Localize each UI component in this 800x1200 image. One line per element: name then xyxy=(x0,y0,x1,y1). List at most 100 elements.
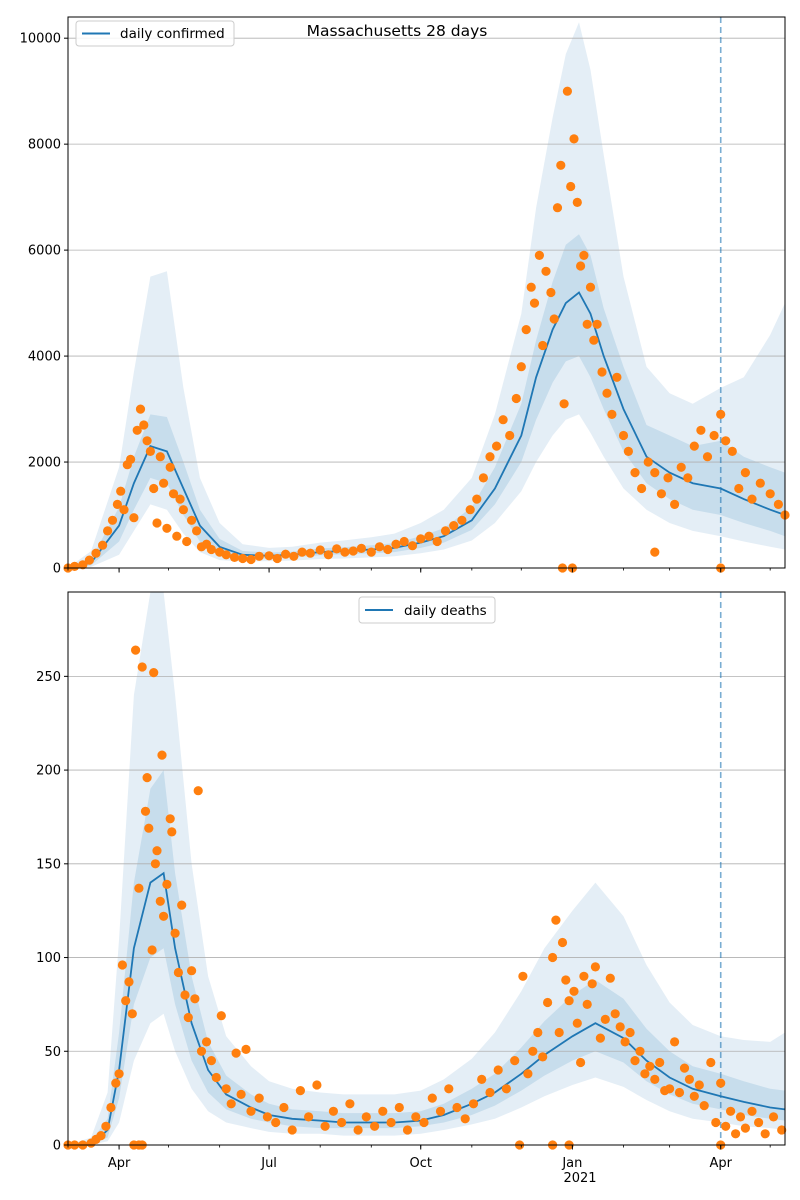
observed-point xyxy=(689,441,699,451)
observed-point xyxy=(533,1027,543,1038)
observed-point xyxy=(597,367,607,377)
observed-point xyxy=(328,1106,338,1116)
observed-point xyxy=(132,425,142,435)
observed-point xyxy=(702,452,713,462)
observed-point xyxy=(559,399,569,409)
x-year-label: 2021 xyxy=(563,1171,596,1186)
observed-point xyxy=(107,515,118,525)
observed-point xyxy=(103,526,113,536)
observed-point xyxy=(637,483,647,494)
observed-point xyxy=(569,986,579,996)
observed-point xyxy=(605,973,615,983)
observed-point xyxy=(511,393,521,404)
observed-point xyxy=(366,547,376,557)
observed-point xyxy=(440,526,451,536)
confirmed-observed-points xyxy=(63,86,790,573)
observed-point xyxy=(444,1084,454,1094)
observed-point xyxy=(552,203,563,213)
y-tick-label: 0 xyxy=(53,562,61,577)
y-tick-label: 250 xyxy=(36,670,61,685)
confirmed-fit-line xyxy=(67,291,786,569)
observed-point xyxy=(472,494,482,504)
observed-point xyxy=(505,430,515,441)
y-tick-label: 200 xyxy=(36,764,61,779)
observed-point xyxy=(432,536,442,547)
observed-point xyxy=(465,505,475,515)
observed-point xyxy=(226,1099,236,1109)
observed-point xyxy=(211,1072,221,1083)
observed-point xyxy=(765,489,775,499)
observed-point xyxy=(149,668,159,678)
observed-point xyxy=(391,539,401,549)
observed-point xyxy=(201,1037,212,1047)
observed-point xyxy=(91,548,101,558)
observed-point xyxy=(716,1078,726,1088)
observed-point xyxy=(589,335,599,345)
legend-deaths: daily deaths xyxy=(358,596,496,624)
observed-point xyxy=(676,462,686,472)
observed-point xyxy=(119,505,129,515)
observed-point xyxy=(706,1057,716,1068)
observed-point xyxy=(180,990,190,1000)
observed-point xyxy=(600,1014,610,1024)
observed-point xyxy=(665,1084,675,1094)
observed-point xyxy=(510,1056,520,1066)
observed-point xyxy=(378,1106,388,1116)
observed-point xyxy=(640,1069,650,1079)
observed-point xyxy=(139,420,149,430)
observed-point xyxy=(683,473,693,483)
observed-point xyxy=(521,325,531,335)
observed-point xyxy=(111,1078,121,1088)
observed-point xyxy=(684,1074,695,1084)
observed-point xyxy=(623,446,634,456)
observed-point xyxy=(386,1117,396,1128)
observed-point xyxy=(272,553,282,564)
chart-top: 0 2000 4000 6000 8000 10000 Massachusetts 28 … xyxy=(20,16,790,577)
observed-point xyxy=(579,250,589,260)
observed-point xyxy=(457,515,467,525)
observed-point xyxy=(361,1112,371,1122)
observed-point xyxy=(129,513,139,523)
observed-point xyxy=(740,1123,751,1133)
observed-point xyxy=(221,550,231,560)
observed-point xyxy=(241,1044,251,1054)
observed-point xyxy=(579,971,589,981)
observed-point xyxy=(561,975,571,985)
y-tick-label: 0 xyxy=(53,1139,61,1154)
observed-point xyxy=(670,499,680,509)
observed-point xyxy=(348,546,358,556)
observed-point xyxy=(468,1099,479,1109)
observed-point xyxy=(193,786,203,796)
observed-point xyxy=(416,534,426,544)
observed-point xyxy=(556,160,566,170)
observed-point xyxy=(162,523,172,533)
observed-point xyxy=(216,1011,226,1021)
observed-point xyxy=(566,181,576,192)
y-tick-label: 4000 xyxy=(28,350,61,365)
observed-point xyxy=(411,1112,421,1122)
observed-point xyxy=(394,1102,404,1113)
observed-point xyxy=(534,250,545,260)
observed-point xyxy=(549,314,559,324)
observed-point xyxy=(114,1069,124,1079)
observed-point xyxy=(142,773,152,783)
observed-point xyxy=(206,1056,216,1066)
outer-band xyxy=(68,592,785,1145)
y-tick-label: 10000 xyxy=(20,32,61,47)
observed-point xyxy=(655,1057,665,1068)
observed-point xyxy=(147,945,157,955)
observed-point xyxy=(246,1106,256,1116)
y-tick-label: 100 xyxy=(36,951,61,966)
observed-point xyxy=(407,541,418,551)
observed-point xyxy=(630,468,640,478)
observed-point xyxy=(747,494,757,504)
observed-point xyxy=(157,750,167,760)
observed-point xyxy=(374,542,385,552)
deaths-fit-line xyxy=(68,871,786,1146)
observed-point xyxy=(492,441,502,451)
observed-point xyxy=(182,536,192,547)
observed-point xyxy=(126,454,136,464)
observed-point xyxy=(541,266,551,276)
observed-point xyxy=(699,1101,709,1111)
observed-point xyxy=(419,1117,429,1128)
